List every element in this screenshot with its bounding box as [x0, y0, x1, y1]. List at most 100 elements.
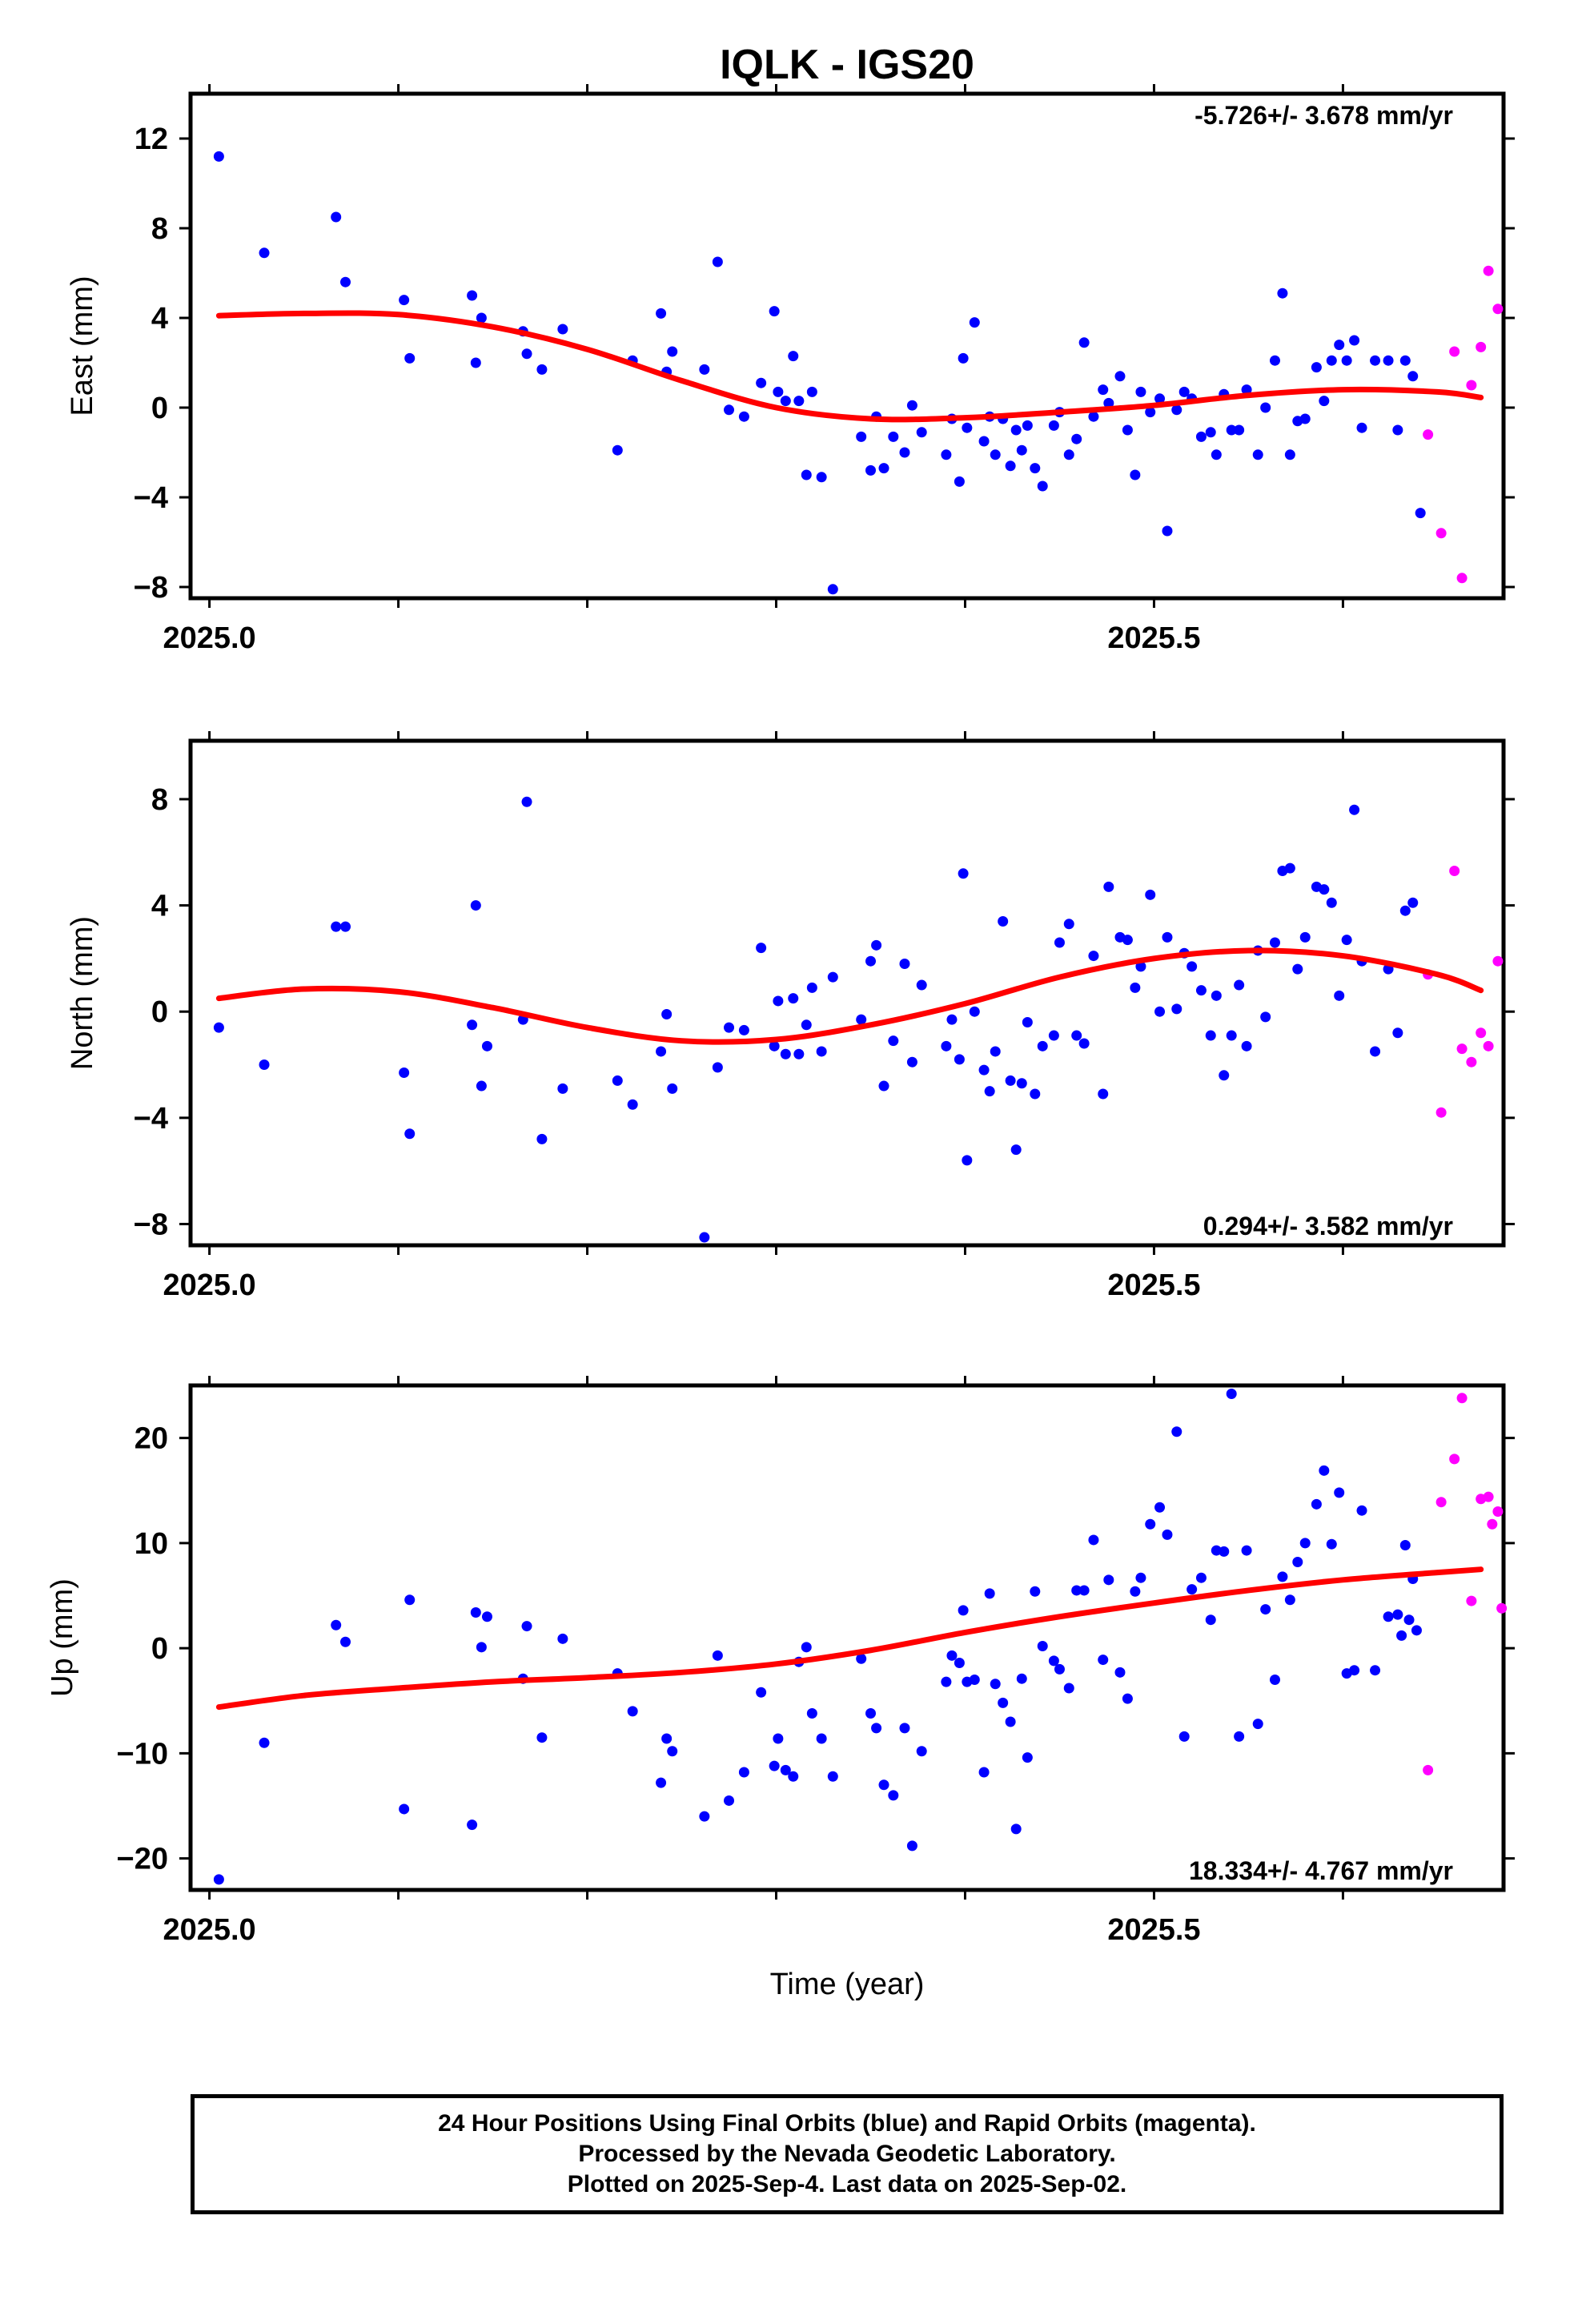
up-final-point — [1269, 1675, 1280, 1685]
east-final-point — [1284, 449, 1295, 460]
up-final-point — [1234, 1731, 1245, 1742]
north-final-point — [1162, 931, 1173, 943]
up-final-point — [1135, 1572, 1146, 1583]
north-plot-frame — [188, 738, 1506, 1248]
east-final-point — [806, 386, 817, 397]
east-final-point — [1211, 449, 1222, 460]
east-final-point — [331, 211, 342, 223]
east-final-point — [521, 348, 532, 360]
north-final-point — [699, 1232, 710, 1243]
up-final-point — [1195, 1572, 1207, 1583]
north-final-point — [661, 1009, 673, 1020]
up-final-point — [661, 1733, 673, 1744]
north-final-point — [467, 1019, 478, 1031]
east-final-point — [1299, 413, 1311, 424]
north-final-point — [756, 943, 767, 954]
up-final-point — [470, 1607, 481, 1618]
north-final-point — [1334, 990, 1345, 1001]
up-y-tick-label: −10 — [117, 1737, 168, 1771]
up-final-point — [1186, 1584, 1198, 1595]
east-final-point — [788, 351, 799, 362]
east-final-point — [1145, 407, 1156, 418]
north-final-point — [1054, 937, 1065, 948]
east-y-tick-label: 12 — [135, 123, 168, 156]
east-final-point — [773, 386, 784, 397]
up-final-point — [1205, 1614, 1216, 1626]
east-rapid-point — [1423, 429, 1434, 440]
up-final-point — [1392, 1609, 1403, 1620]
north-final-point — [888, 1035, 899, 1047]
east-final-point — [793, 396, 805, 407]
up-final-point — [1054, 1663, 1065, 1675]
north-y-tick-label: 4 — [151, 890, 168, 923]
east-final-point — [1088, 411, 1099, 422]
up-rapid-point — [1496, 1602, 1508, 1614]
north-final-point — [1130, 982, 1141, 993]
north-final-point — [612, 1075, 623, 1086]
east-final-point — [399, 295, 410, 306]
east-final-point — [1356, 422, 1367, 433]
up-final-point — [1399, 1540, 1411, 1550]
north-final-point — [1299, 931, 1311, 943]
up-final-point — [1098, 1655, 1109, 1666]
north-final-point — [773, 995, 784, 1007]
north-final-point — [1205, 1030, 1216, 1041]
north-final-point — [1103, 881, 1114, 892]
north-final-point — [865, 955, 876, 967]
north-final-point — [801, 1019, 812, 1031]
north-final-point — [1154, 1006, 1166, 1017]
north-final-point — [1022, 1016, 1033, 1027]
up-final-point — [941, 1676, 952, 1687]
east-final-point — [1030, 463, 1041, 474]
north-final-point — [899, 959, 910, 970]
up-final-point — [627, 1706, 638, 1717]
east-final-point — [978, 436, 990, 447]
north-final-point — [978, 1064, 990, 1076]
north-final-point — [1226, 1030, 1237, 1041]
up-final-point — [788, 1771, 799, 1782]
up-final-point — [1037, 1641, 1048, 1651]
east-final-point — [969, 317, 980, 328]
east-final-point — [1383, 355, 1394, 366]
up-final-point — [1122, 1693, 1133, 1704]
up-final-point — [978, 1767, 990, 1778]
east-x-tick-label: 2025.5 — [1107, 621, 1200, 655]
north-final-point — [1088, 951, 1099, 962]
up-plot-frame — [188, 1383, 1506, 1892]
east-final-point — [1252, 449, 1263, 460]
north-final-point — [1037, 1040, 1048, 1051]
north-final-point — [1370, 1046, 1381, 1057]
footer-line-3: Plotted on 2025-Sep-4. Last data on 2025… — [567, 2171, 1127, 2197]
east-final-point — [1130, 469, 1141, 480]
up-final-point — [1383, 1611, 1394, 1622]
east-final-point — [213, 151, 224, 162]
north-final-point — [259, 1059, 270, 1071]
up-final-point — [1145, 1518, 1156, 1530]
north-final-point — [476, 1080, 487, 1092]
north-final-point — [1135, 961, 1146, 972]
up-final-point — [888, 1790, 899, 1801]
east-final-point — [1154, 393, 1166, 404]
east-y-tick-label: −8 — [134, 571, 168, 605]
north-final-point — [627, 1099, 638, 1110]
north-final-point — [667, 1083, 678, 1094]
up-final-point — [816, 1733, 827, 1744]
up-final-point — [871, 1723, 882, 1734]
up-rapid-point — [1466, 1595, 1477, 1606]
north-rapid-point — [1435, 1107, 1447, 1118]
north-final-point — [1098, 1088, 1109, 1100]
up-final-point — [712, 1650, 723, 1661]
east-final-point — [1022, 420, 1033, 431]
up-final-point — [699, 1811, 710, 1822]
east-fit-curve — [215, 310, 1484, 423]
east-final-point — [667, 346, 678, 357]
up-final-point — [1114, 1667, 1126, 1678]
north-final-point — [1319, 884, 1330, 895]
up-final-point — [1356, 1505, 1367, 1516]
north-final-point — [712, 1062, 723, 1073]
up-y-tick-label: 10 — [135, 1527, 168, 1561]
up-final-point — [404, 1594, 416, 1606]
north-final-point — [1234, 979, 1245, 991]
north-final-point — [969, 1006, 980, 1017]
east-final-point — [1234, 424, 1245, 436]
